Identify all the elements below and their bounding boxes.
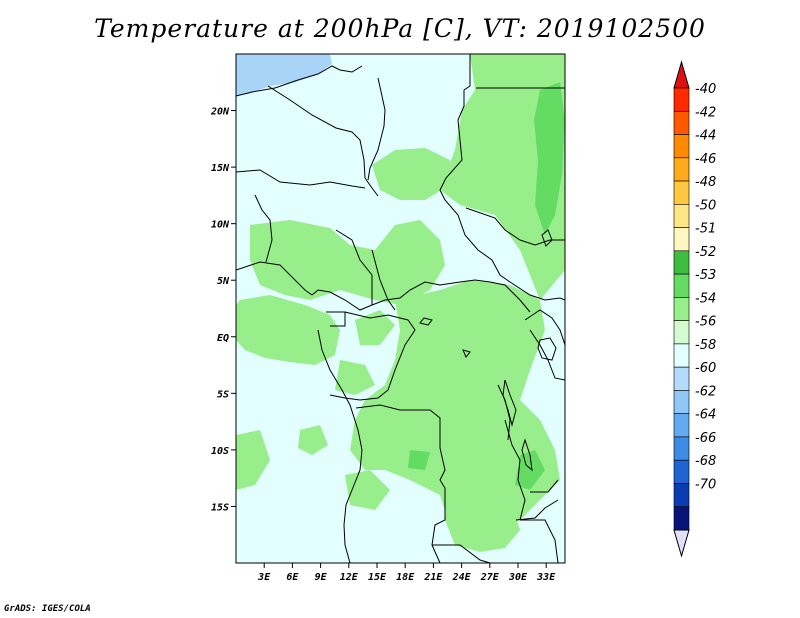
colorbar-bottom-arrow xyxy=(673,529,690,558)
lat-tick-label: 20N xyxy=(210,107,230,118)
colorbar-bin xyxy=(673,180,690,205)
colorbar-label: -42 xyxy=(695,105,716,120)
colorbar-bin xyxy=(673,413,690,438)
colorbar-label: -51 xyxy=(695,222,716,237)
grads-credit: GrADS: IGES/COLA xyxy=(4,604,91,614)
lat-tick-label: 15N xyxy=(211,163,230,174)
colorbar-bin xyxy=(673,320,690,345)
lat-tick-label: 10N xyxy=(211,220,230,231)
colorbar-label: -56 xyxy=(695,315,716,330)
chart-title: Temperature at 200hPa [C], VT: 201910250… xyxy=(94,14,706,43)
colorbar-label: -70 xyxy=(695,477,716,492)
latitude-axis: 20N 15N 10N 5N EQ 5S 10S 15S xyxy=(210,107,236,513)
field-patches-warm xyxy=(236,54,565,552)
lon-tick-label: 33E xyxy=(536,572,556,583)
map-field xyxy=(236,54,565,563)
colorbar-label: -48 xyxy=(695,175,716,190)
map-frame xyxy=(235,53,566,564)
colorbar-label: -54 xyxy=(695,291,716,306)
colorbar-label: -66 xyxy=(695,431,716,446)
colorbar-label: -58 xyxy=(695,338,716,353)
lon-tick-label: 21E xyxy=(423,572,443,583)
colorbar-label: -44 xyxy=(695,129,716,144)
lon-tick-label: 6E xyxy=(286,572,299,583)
lat-tick-label: 5N xyxy=(217,276,230,287)
colorbar: -40 -42 -44 -46 -48 -50 -51 -52 -53 -54 -56 -58 -60 -… xyxy=(673,60,716,558)
colorbar-bin xyxy=(673,459,690,484)
colorbar-bin xyxy=(673,366,690,391)
lakes xyxy=(419,229,557,472)
colorbar-label: -46 xyxy=(695,152,716,167)
field-patches-warmer xyxy=(408,82,565,490)
colorbar-label: -50 xyxy=(695,198,716,213)
lat-tick-label: 5S xyxy=(217,389,229,400)
lon-tick-label: 9E xyxy=(315,572,328,583)
colorbar-bin xyxy=(673,390,690,414)
colorbar-bin xyxy=(673,343,690,368)
lon-tick-label: 27E xyxy=(480,572,500,583)
colorbar-label: -68 xyxy=(695,454,716,469)
colorbar-label: -53 xyxy=(695,268,716,283)
colorbar-bin xyxy=(673,250,690,275)
colorbar-bin xyxy=(673,157,690,182)
colorbar-label: -62 xyxy=(695,384,716,399)
field-patch-cold xyxy=(236,54,332,96)
colorbar-bin xyxy=(673,506,690,531)
lon-tick-label: 15E xyxy=(368,572,387,583)
lon-tick-label: 24E xyxy=(452,572,472,583)
colorbar-label: -64 xyxy=(695,408,716,423)
colorbar-bin xyxy=(673,204,690,228)
lon-tick-label: 30E xyxy=(508,572,528,583)
colorbar-label: -40 xyxy=(695,82,716,97)
colorbar-top-arrow xyxy=(673,60,690,89)
colorbar-bin xyxy=(673,436,690,461)
colorbar-label: -52 xyxy=(695,245,716,260)
country-borders xyxy=(236,54,565,563)
lon-tick-label: 18E xyxy=(396,572,415,583)
colorbar-bin xyxy=(673,297,690,321)
lat-tick-label: 10S xyxy=(211,446,229,457)
colorbar-label: -60 xyxy=(695,361,716,376)
colorbar-bin xyxy=(673,273,690,298)
colorbar-bin xyxy=(673,110,690,135)
colorbar-bin xyxy=(673,227,690,252)
lat-tick-label: 15S xyxy=(211,502,229,513)
colorbar-bin xyxy=(673,483,690,508)
lon-tick-label: 3E xyxy=(257,572,271,583)
colorbar-bin xyxy=(673,87,690,112)
colorbar-bin xyxy=(673,134,690,159)
lat-tick-label: EQ xyxy=(217,333,229,344)
lon-tick-label: 12E xyxy=(340,572,359,583)
longitude-axis: 3E 6E 9E 12E 15E 18E 21E 24E 27E 30E 33E xyxy=(257,563,556,583)
